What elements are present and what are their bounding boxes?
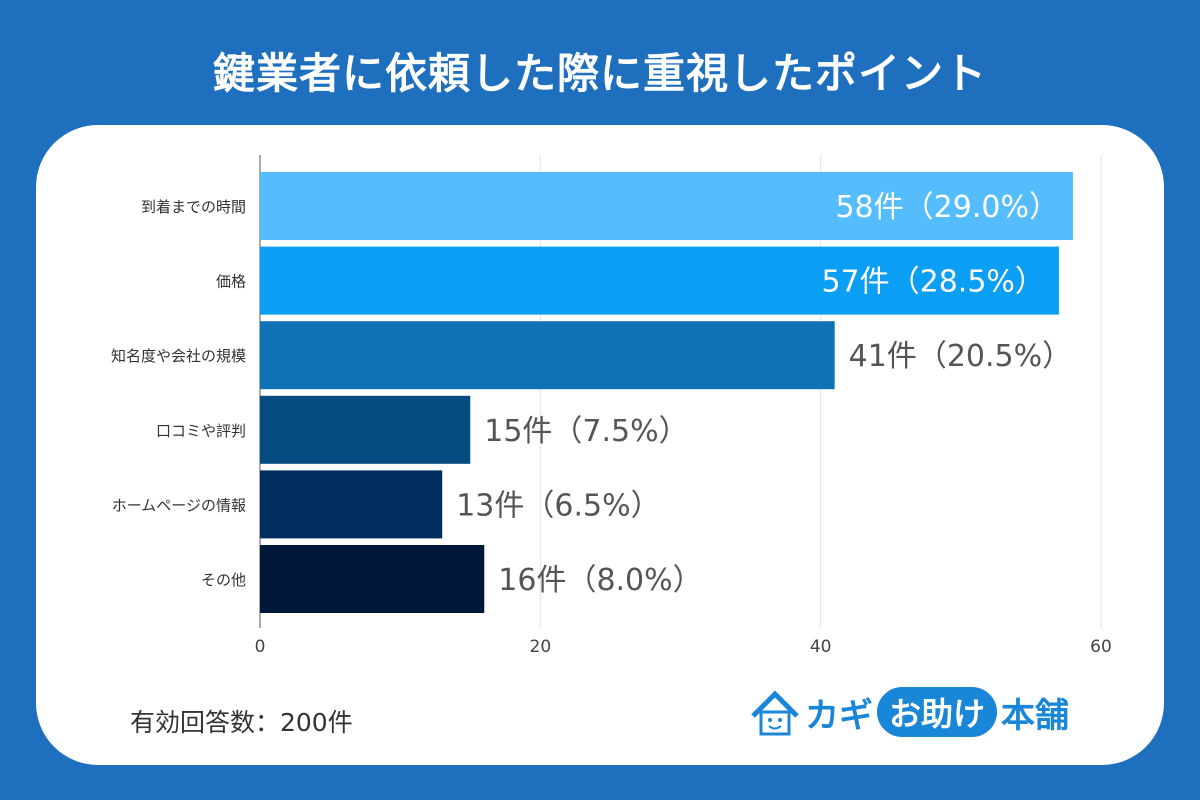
data-label: 41件（20.5%） [849,339,1072,374]
bar [260,545,485,613]
bar [260,395,471,464]
x-tick-label: 60 [1090,637,1112,657]
data-label: 16件（8.0%） [498,563,702,598]
category-label: その他 [201,571,246,589]
response-count-note: 有効回答数：200件 [130,708,353,737]
chart-title: 鍵業者に依頼した際に重視したポイント [212,49,987,98]
brand-logo: カギ お助け 本舗 [745,682,1069,742]
data-label: 15件（7.5%） [484,414,688,449]
house-mascot-icon [751,690,799,736]
x-tick-label: 0 [255,637,266,657]
data-label: 57件（28.5%） [821,265,1044,300]
category-label: 価格 [216,273,246,291]
bar [260,172,1073,240]
data-label: 58件（29.0%） [835,190,1058,225]
category-label: ホームページの情報 [112,496,246,514]
bar [260,470,443,539]
x-tick-label: 20 [530,637,552,657]
data-label: 13件（6.5%） [456,488,660,523]
bar [260,246,1059,315]
x-tick-label: 40 [810,637,832,657]
category-label: 知名度や会社の規模 [111,347,246,365]
category-label: 口コミや評判 [156,422,246,440]
bar [260,321,835,390]
category-label: 到着までの時間 [141,198,246,216]
